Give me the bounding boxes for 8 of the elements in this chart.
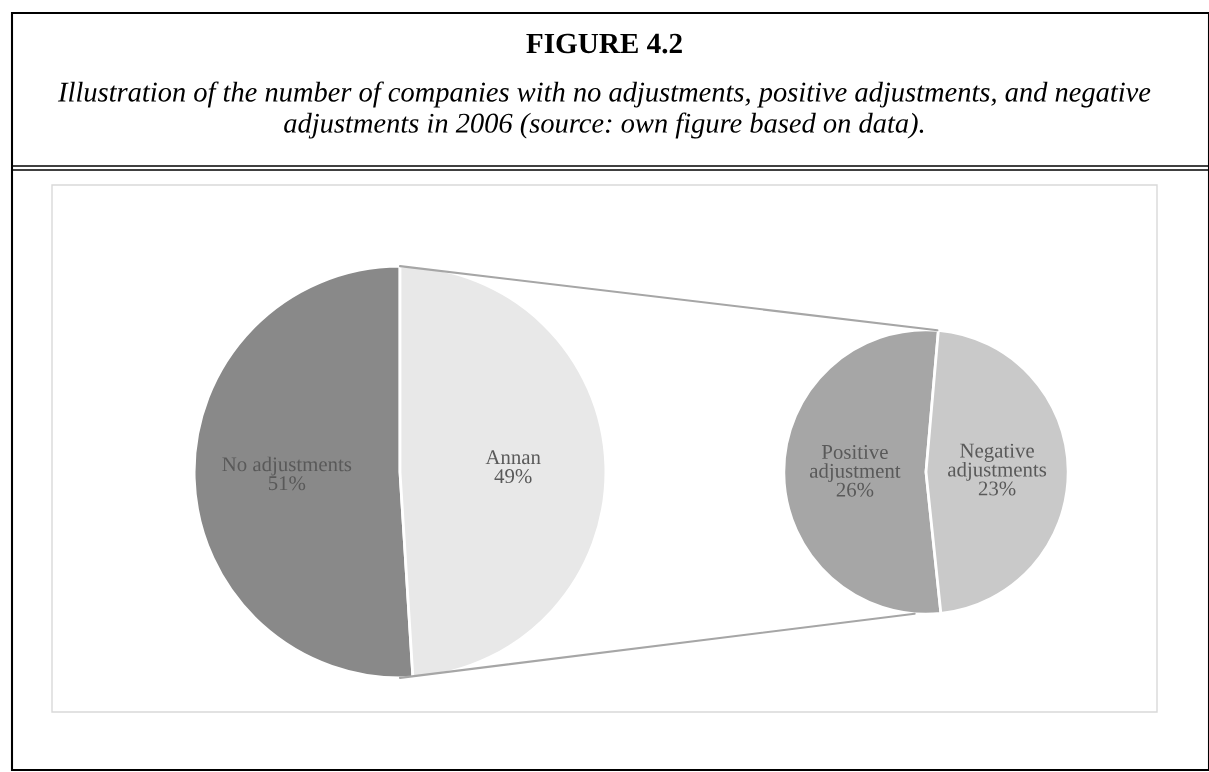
chart-title: FIGURE 4.2 bbox=[526, 33, 682, 54]
chart-subtitle: Illustration of the number of companies with no adjustments, positive adjustments, and negative adjustments in 2006 (source: own figure based on data). bbox=[57, 81, 1151, 139]
slice-label: Positive adjustment bbox=[809, 444, 901, 483]
data-label: 23% bbox=[978, 481, 1016, 496]
data-label: 49% bbox=[494, 469, 532, 484]
data-label: 26% bbox=[836, 482, 874, 497]
slice-label: Negative adjustments bbox=[948, 443, 1047, 481]
slice-label: Annan bbox=[485, 450, 541, 465]
